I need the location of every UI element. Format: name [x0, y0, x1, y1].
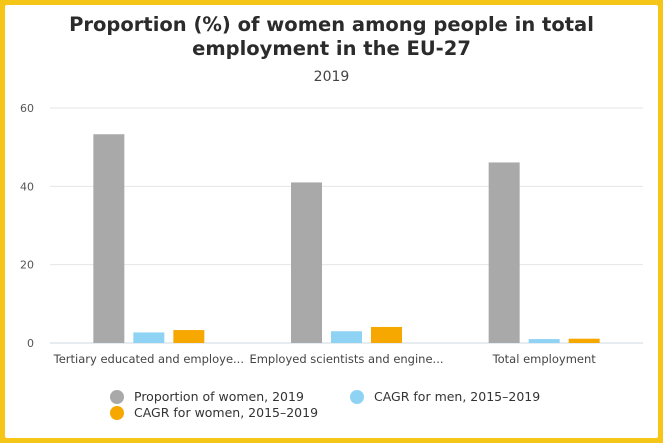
bar-cagr-women: [568, 338, 600, 343]
chart-panel: Proportion (%) of women among people in …: [5, 5, 658, 438]
chart-title: Proportion (%) of women among people in …: [69, 13, 594, 60]
legend-marker-cagr-men: [350, 389, 364, 404]
legend-label-proportion-women: Proportion of women, 2019: [134, 389, 304, 404]
bar-proportion-women: [291, 182, 322, 343]
legend-label-cagr-men: CAGR for men, 2015–2019: [374, 389, 541, 404]
x-tick-label: Tertiary educated and employe...: [53, 352, 244, 366]
legend-marker-proportion-women: [110, 389, 124, 404]
bar-cagr-women: [173, 330, 205, 343]
x-tick-label: Employed scientists and engine...: [249, 352, 443, 366]
legend-item-cagr-women[interactable]: CAGR for women, 2015–2019: [110, 404, 318, 420]
bar-cagr-men: [528, 339, 560, 343]
legend-marker-cagr-women: [110, 405, 124, 420]
bar-cagr-men: [331, 331, 362, 343]
legend-item-proportion-women[interactable]: Proportion of women, 2019: [110, 388, 304, 404]
y-tick-label: 60: [20, 102, 34, 115]
bar-chart: 0 20 40 60 Tertiary educated and employe... E…: [20, 102, 643, 366]
x-tick-label: Total employment: [492, 352, 597, 366]
legend-label-cagr-women: CAGR for women, 2015–2019: [134, 405, 319, 420]
bar-cagr-men: [133, 332, 165, 343]
y-tick-label: 20: [20, 259, 34, 272]
y-tick-label: 40: [20, 180, 34, 193]
y-tick-label: 0: [27, 337, 34, 350]
legend-item-cagr-men[interactable]: CAGR for men, 2015–2019: [350, 388, 540, 404]
bar-proportion-women: [488, 162, 520, 343]
chart-subtitle: 2019: [313, 69, 350, 85]
bar-proportion-women: [93, 134, 125, 343]
bar-cagr-women: [371, 326, 402, 343]
